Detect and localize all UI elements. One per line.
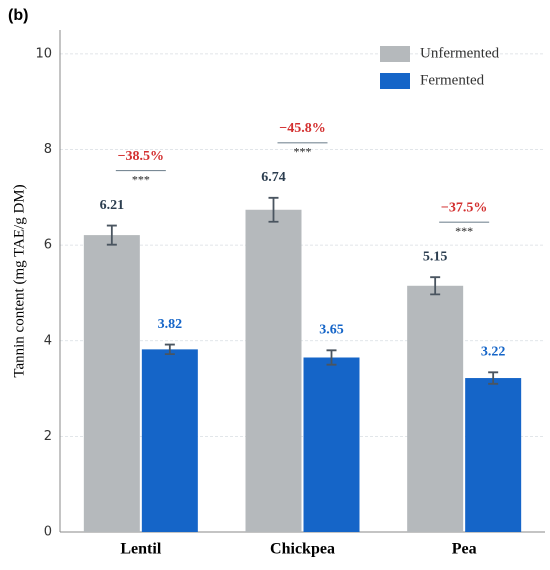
y-tick-label: 10 (35, 46, 52, 61)
bar (465, 378, 522, 532)
y-tick-label: 4 (44, 333, 52, 348)
error-bar (164, 343, 175, 356)
bar (245, 209, 302, 533)
legend-label: Unfermented (420, 45, 500, 61)
x-tick-label: Lentil (120, 541, 161, 558)
legend-swatch (380, 46, 410, 62)
change-label: −38.5% (118, 149, 164, 164)
y-tick-label: 8 (44, 142, 52, 157)
change-label: −37.5% (441, 200, 487, 215)
value-label: 3.65 (319, 323, 344, 338)
y-axis-label: Tannin content (mg TAE/g DM) (11, 184, 27, 377)
error-bar (268, 196, 279, 223)
value-label: 6.21 (100, 198, 125, 213)
error-bar (488, 371, 499, 385)
significance-label: *** (132, 172, 150, 186)
y-tick-label: 2 (44, 429, 52, 444)
value-label: 5.15 (423, 249, 448, 264)
significance-label: *** (294, 145, 312, 159)
change-label: −45.8% (279, 121, 325, 136)
error-bar (326, 349, 337, 366)
y-tick-label: 0 (44, 525, 52, 540)
value-label: 6.74 (261, 170, 286, 185)
significance-label: *** (455, 224, 473, 238)
x-tick-label: Pea (452, 541, 477, 558)
bar (303, 357, 360, 532)
value-label: 3.82 (158, 317, 183, 332)
bar (83, 235, 140, 533)
x-tick-label: Chickpea (270, 541, 335, 558)
bar (141, 349, 198, 532)
legend-swatch (380, 73, 410, 89)
legend-label: Fermented (420, 72, 485, 88)
panel-label: (b) (8, 7, 28, 24)
value-label: 3.22 (481, 345, 506, 360)
y-tick-label: 6 (44, 238, 52, 253)
error-bar (106, 224, 117, 246)
error-bar (430, 276, 441, 296)
bar (407, 285, 464, 532)
